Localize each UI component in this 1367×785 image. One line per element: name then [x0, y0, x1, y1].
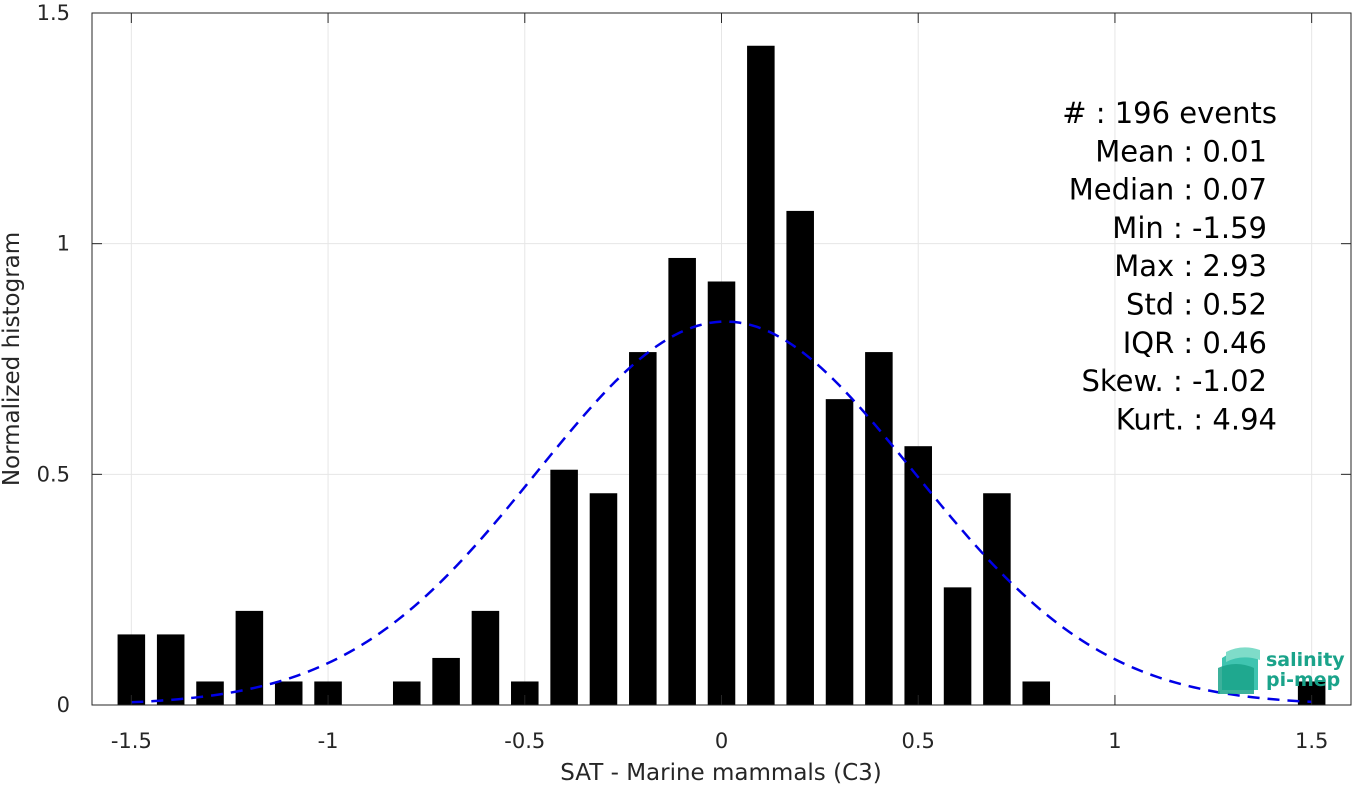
histogram-bar — [314, 681, 342, 705]
x-tick-label: 1.5 — [1295, 729, 1328, 753]
histogram-bar — [117, 634, 146, 705]
histogram-bar — [786, 210, 814, 706]
stat-line: Std : 0.52 — [1126, 288, 1267, 322]
stat-line: IQR : 0.46 — [1123, 326, 1267, 360]
histogram-bar — [511, 681, 539, 705]
logo-line-1: salinity — [1266, 649, 1345, 671]
histogram-bar — [943, 587, 972, 705]
x-tick-label: -0.5 — [504, 729, 545, 753]
axis-ticks: -1.5 -1 -0.5 0 0.5 1 1.5 0 0.5 1 1.5 — [37, 1, 1351, 753]
histogram-bar — [274, 681, 303, 705]
y-axis-label: Normalized histogram — [0, 232, 25, 486]
histogram-bar — [392, 681, 421, 705]
stat-line: Kurt. : 4.94 — [1116, 402, 1277, 436]
logo-line-2: pi-mep — [1266, 669, 1340, 691]
histogram-bar — [707, 281, 736, 705]
y-tick-label: 1.5 — [37, 1, 70, 25]
histogram-bar — [432, 657, 460, 705]
histogram-bar — [629, 352, 657, 705]
x-tick-label: -1.5 — [111, 729, 152, 753]
y-tick-label: 0.5 — [37, 462, 70, 486]
stat-line: Median : 0.07 — [1069, 173, 1267, 207]
y-tick-label: 0 — [57, 693, 70, 717]
x-axis-label: SAT - Marine mammals (C3) — [560, 760, 882, 785]
x-tick-label: 0 — [715, 729, 728, 753]
histogram-bar — [1022, 681, 1051, 705]
x-tick-label: 0.5 — [902, 729, 935, 753]
stat-line: Min : -1.59 — [1112, 211, 1267, 245]
statistics-box: # : 196 events Mean : 0.01 Median : 0.07 Mi… — [1062, 96, 1277, 436]
x-tick-label: -1 — [318, 729, 339, 753]
histogram-bar — [983, 493, 1011, 705]
histogram-bar — [1297, 681, 1326, 705]
histogram-bars — [117, 45, 1326, 706]
gaussian-fit-curve — [131, 320, 1312, 704]
histogram-bar — [550, 469, 578, 705]
histogram-bar — [235, 610, 264, 705]
x-tick-label: 1 — [1108, 729, 1121, 753]
stat-line: Skew. : -1.02 — [1081, 364, 1267, 398]
salinity-pimep-logo: salinity pi-mep — [1218, 647, 1345, 694]
stat-line: Mean : 0.01 — [1095, 134, 1267, 168]
histogram-bar — [904, 446, 932, 705]
histogram-bar — [747, 45, 775, 706]
stat-line: Max : 2.93 — [1114, 249, 1267, 283]
histogram-bar — [471, 610, 500, 705]
histogram-bar — [156, 634, 185, 705]
wave-icon — [1218, 647, 1260, 694]
histogram-bar — [668, 257, 696, 705]
histogram-bar — [196, 681, 224, 705]
histogram-bar — [825, 399, 854, 705]
stat-line: # : 196 events — [1062, 96, 1277, 130]
histogram-bar — [589, 493, 618, 705]
histogram-bar — [865, 352, 893, 705]
y-tick-label: 1 — [57, 232, 70, 256]
